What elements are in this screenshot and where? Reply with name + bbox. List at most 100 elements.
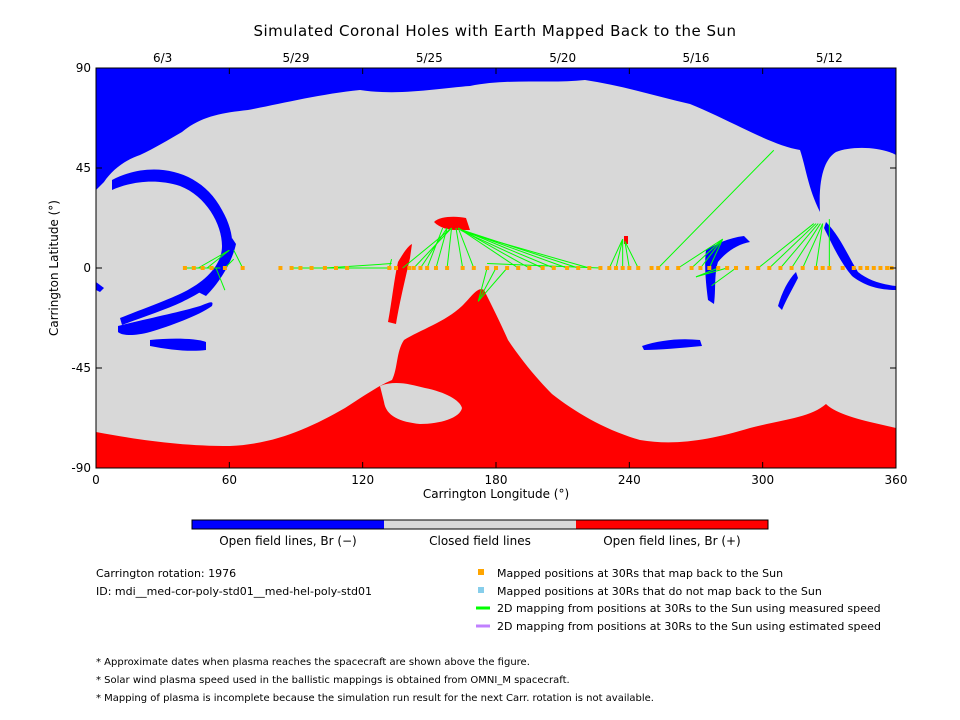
carrington-rotation: Carrington rotation: 1976 (96, 567, 236, 580)
mapped-point (587, 266, 592, 270)
mapping-line (780, 223, 819, 269)
mapping-line (608, 238, 624, 269)
mapped-points (182, 266, 894, 270)
colorbar-label-positive: Open field lines, Br (+) (603, 534, 741, 548)
mapped-point (767, 266, 772, 270)
colorbar-label-negative: Open field lines, Br (−) (219, 534, 357, 548)
negative-patch-right-lower (642, 339, 702, 350)
mapped-point (209, 266, 214, 270)
footnote-speed: * Solar wind plasma speed used in the ba… (96, 675, 570, 686)
x-axis: 0 60 120 180 240 300 360 (92, 68, 907, 487)
mapped-point (516, 266, 521, 270)
mapped-point (527, 266, 532, 270)
date-axis: 6/3 5/29 5/25 5/20 5/16 5/12 (153, 51, 843, 65)
mapped-point (240, 266, 245, 270)
y-tick-label: 0 (83, 261, 91, 275)
mapped-point (878, 266, 883, 270)
mapped-point (565, 266, 570, 270)
mapped-point (540, 266, 545, 270)
mapping-line (615, 238, 624, 269)
negative-arc-right (824, 222, 896, 290)
mapping-line (455, 227, 464, 269)
mapped-point (309, 266, 314, 270)
negative-edge-left (96, 282, 104, 292)
mapped-point (334, 266, 338, 270)
date-label: 5/29 (283, 51, 310, 65)
y-tick-label: -90 (71, 461, 91, 475)
mapping-line (487, 263, 601, 269)
mapped-point (445, 266, 450, 270)
mapping-line (477, 267, 488, 302)
mapping-line (815, 223, 824, 269)
colorbar-closed (384, 520, 576, 529)
mapped-point (460, 266, 465, 270)
mapping-line (477, 267, 508, 302)
mapped-point (494, 266, 498, 270)
mapped-point (885, 266, 890, 270)
mapping-line (446, 227, 453, 269)
date-label: 6/3 (153, 51, 172, 65)
mapped-point (851, 266, 856, 270)
mapped-point (345, 266, 350, 270)
legend-unmapped-marker (478, 587, 484, 593)
mapped-point (745, 266, 750, 270)
mapped-point (865, 266, 870, 270)
negative-patch-left-bottom (150, 338, 206, 351)
chart-title: Simulated Coronal Holes with Earth Mappe… (253, 22, 736, 40)
mapping-line (700, 238, 724, 269)
run-id: ID: mdi__med-cor-poly-std01__med-hel-pol… (96, 585, 372, 598)
negative-patch-left-lower (118, 302, 213, 335)
mapping-line (426, 227, 444, 269)
mapped-point (858, 266, 863, 270)
mapping-line (420, 227, 448, 269)
colorbar-negative (192, 520, 384, 529)
mapped-point (676, 266, 681, 270)
mapped-point (620, 266, 625, 270)
mapped-point (576, 266, 581, 270)
mapped-point (840, 266, 845, 270)
mapped-point (656, 266, 661, 270)
mapping-line (233, 249, 244, 269)
mapping-line (677, 238, 723, 269)
colorbar-label-closed: Closed field lines (429, 534, 531, 548)
mapped-point (607, 266, 612, 270)
mapped-point (411, 266, 416, 270)
mapped-point (614, 266, 618, 270)
negative-sliver-right (778, 272, 798, 310)
mapping-line (624, 241, 639, 269)
x-tick-label: 0 (92, 473, 100, 487)
mapped-point (871, 266, 876, 270)
x-tick-label: 300 (751, 473, 774, 487)
x-tick-label: 120 (351, 473, 374, 487)
mapping-line (457, 227, 519, 269)
y-axis-label: Carrington Latitude (°) (47, 200, 61, 336)
mapped-point (298, 266, 303, 270)
mapped-point (827, 266, 832, 270)
negative-arc-left (112, 169, 233, 325)
mapped-point (222, 266, 227, 270)
mapped-point (636, 266, 641, 270)
north-polar-hole (96, 68, 896, 212)
negative-sliver-left (198, 238, 236, 296)
mapped-point (551, 266, 556, 270)
positive-sliver-mid (388, 244, 412, 324)
date-label: 5/16 (683, 51, 710, 65)
legend-mapped-marker (478, 569, 484, 575)
legend-unmapped-label: Mapped positions at 30Rs that do not map… (497, 585, 822, 598)
mapped-point (418, 266, 423, 270)
mapping-line (457, 227, 475, 269)
mapped-point (407, 266, 412, 270)
mapped-point (200, 266, 205, 270)
mapped-point (756, 266, 761, 270)
footnote-incomplete: * Mapping of plasma is incomplete becaus… (96, 693, 654, 704)
mapping-line (197, 249, 230, 269)
mapped-point (789, 266, 794, 270)
date-label: 5/12 (816, 51, 843, 65)
mapped-point (707, 266, 712, 270)
mapped-point (725, 266, 730, 270)
mapped-point (394, 266, 398, 270)
y-axis: 90 45 0 -45 -90 (71, 61, 896, 475)
mapped-point (716, 266, 721, 270)
mapped-point (627, 266, 632, 270)
mapping-line (464, 231, 590, 269)
